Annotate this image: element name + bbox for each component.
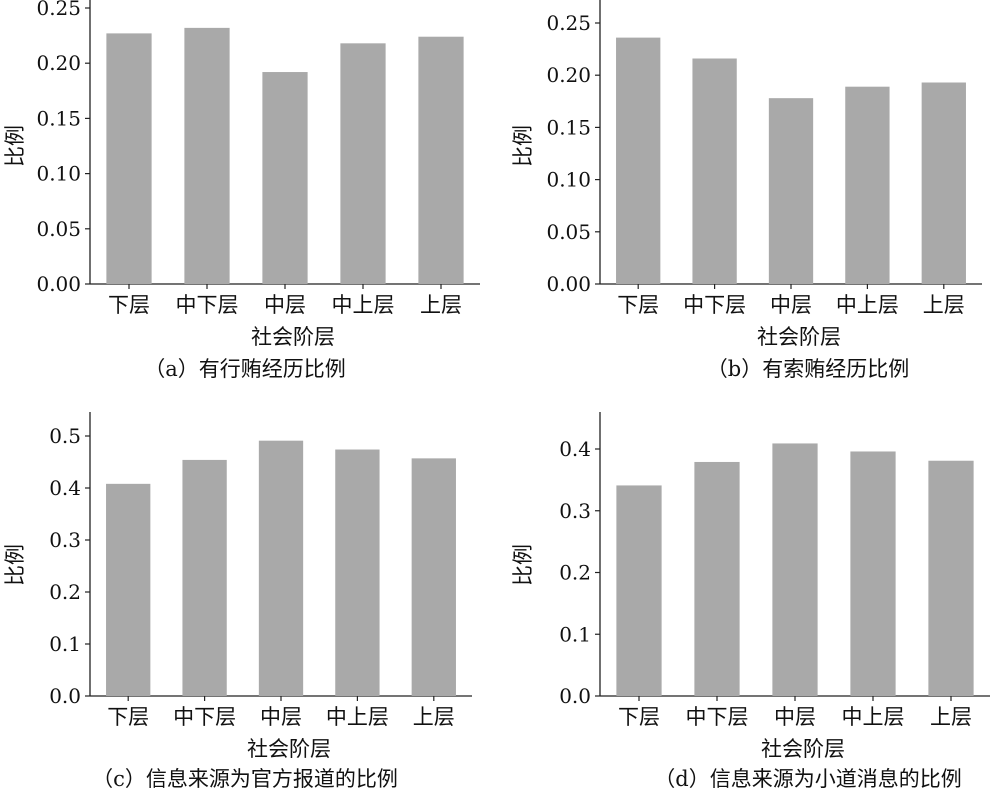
y-tick-label: 0.2 xyxy=(559,561,591,585)
x-tick-label: 上层 xyxy=(930,705,972,729)
x-tick-label: 中下层 xyxy=(686,705,749,729)
x-tick-label: 中上层 xyxy=(326,705,389,729)
y-tick-label: 0.25 xyxy=(36,0,81,20)
x-tick-label: 上层 xyxy=(420,293,462,317)
bar-4 xyxy=(335,449,380,696)
x-tick-label: 下层 xyxy=(107,705,149,729)
chart-caption: （a）有行贿经历比例 xyxy=(144,357,346,381)
y-tick-label: 0.4 xyxy=(49,476,81,500)
bar-5 xyxy=(928,460,974,696)
y-tick-label: 0.2 xyxy=(49,580,81,604)
bar-3 xyxy=(262,72,308,284)
bar-3 xyxy=(258,440,304,696)
bar-2 xyxy=(692,58,737,284)
y-tick-label: 0.3 xyxy=(49,528,81,552)
bar-2 xyxy=(184,27,230,284)
y-tick-label: 0.1 xyxy=(49,632,81,656)
x-axis-title: 社会阶层 xyxy=(757,325,841,349)
x-tick-label: 中上层 xyxy=(836,293,899,317)
bar-1 xyxy=(616,485,662,696)
x-tick-label: 下层 xyxy=(617,293,659,317)
y-tick-label: 0.20 xyxy=(546,63,591,87)
x-tick-label: 中上层 xyxy=(332,293,395,317)
y-tick-label: 0.0 xyxy=(559,684,591,708)
bar-2 xyxy=(694,461,740,696)
y-tick-label: 0.0 xyxy=(49,684,81,708)
x-tick-label: 上层 xyxy=(413,705,455,729)
y-tick-label: 0.05 xyxy=(546,220,591,244)
bar-1 xyxy=(616,37,661,285)
bar-5 xyxy=(921,82,966,285)
y-tick-label: 0.15 xyxy=(36,106,81,130)
x-tick-label: 下层 xyxy=(108,293,150,317)
y-tick-label: 0.15 xyxy=(546,115,591,139)
bar-1 xyxy=(106,483,151,696)
y-tick-label: 0.00 xyxy=(546,272,591,296)
y-tick-label: 0.10 xyxy=(36,162,81,186)
y-axis-title: 比例 xyxy=(511,544,535,586)
bar-5 xyxy=(411,458,456,696)
y-tick-label: 0.00 xyxy=(36,272,81,296)
y-tick-label: 0.5 xyxy=(49,424,81,448)
y-axis-title: 比例 xyxy=(3,544,27,586)
x-tick-label: 上层 xyxy=(923,293,965,317)
x-tick-label: 中上层 xyxy=(842,705,905,729)
y-tick-label: 0.10 xyxy=(546,168,591,192)
y-axis-title: 比例 xyxy=(3,125,27,167)
x-tick-label: 中层 xyxy=(264,293,306,317)
chart-panel-c: 0.0 0.1 0.2 0.3 0.4 0.5 下层 中下层 中层 中上层 上层社会阶层 比例 （c）信… xyxy=(0,400,500,795)
x-tick-label: 中下层 xyxy=(176,293,239,317)
x-tick-label: 中层 xyxy=(770,293,812,317)
chart-caption: （b）有索贿经历比例 xyxy=(707,357,909,381)
y-tick-label: 0.3 xyxy=(559,499,591,523)
y-tick-label: 0.20 xyxy=(36,51,81,75)
x-tick-label: 中层 xyxy=(260,705,302,729)
chart-panel-a: 0.00 0.05 0.10 0.15 0.20 0.25 下层 中下层 中层 中上层 上层社会阶层… xyxy=(0,0,500,400)
chart-caption: （d）信息来源为小道消息的比例 xyxy=(654,767,961,791)
bar-chart-a: 0.00 0.05 0.10 0.15 0.20 0.25 下层 中下层 中层 中上层 上层社会阶层… xyxy=(3,0,480,381)
x-tick-label: 中下层 xyxy=(173,705,236,729)
y-tick-label: 0.25 xyxy=(546,11,591,35)
y-tick-label: 0.4 xyxy=(559,437,591,461)
chart-panel-d: 0.0 0.1 0.2 0.3 0.4 下层 中下层 中层 中上层 上层社会阶层 比例 （d）信息来源… xyxy=(500,400,1000,795)
x-tick-label: 下层 xyxy=(618,705,660,729)
chart-panel-b: 0.00 0.05 0.10 0.15 0.20 0.25 下层 中下层 中层 中上层 上层社会阶层… xyxy=(500,0,1000,400)
bar-3 xyxy=(768,98,814,284)
y-tick-label: 0.1 xyxy=(559,622,591,646)
x-axis-title: 社会阶层 xyxy=(251,325,335,349)
bar-4 xyxy=(845,86,890,285)
bar-4 xyxy=(340,43,386,284)
bar-3 xyxy=(772,443,818,696)
y-axis-title: 比例 xyxy=(511,125,535,167)
x-tick-label: 中下层 xyxy=(683,293,746,317)
x-axis-title: 社会阶层 xyxy=(247,737,331,761)
y-tick-label: 0.05 xyxy=(36,217,81,241)
x-tick-label: 中层 xyxy=(774,705,816,729)
bar-5 xyxy=(418,36,464,285)
bar-1 xyxy=(106,33,152,284)
bar-chart-b: 0.00 0.05 0.10 0.15 0.20 0.25 下层 中下层 中层 中上层 上层社会阶层… xyxy=(511,0,982,381)
x-axis-title: 社会阶层 xyxy=(761,737,845,761)
chart-caption: （c）信息来源为官方报道的比例 xyxy=(92,767,398,791)
bar-2 xyxy=(182,459,227,696)
bar-4 xyxy=(850,451,896,696)
